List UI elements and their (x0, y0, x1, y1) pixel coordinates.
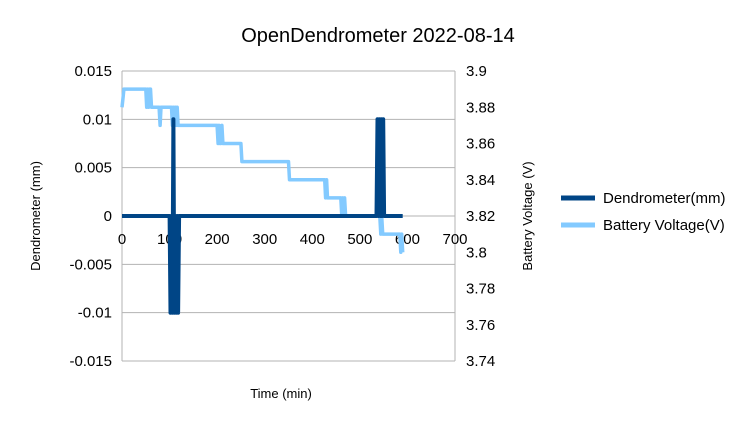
x-tick-label: 700 (442, 231, 467, 248)
y-tick-label: 0.015 (74, 63, 112, 80)
y2-tick-label: 3.82 (466, 208, 495, 225)
series-line-dendrometer (122, 117, 403, 315)
x-axis-title: Time (min) (250, 386, 312, 401)
series-group (120, 87, 405, 315)
x-tick-label: 200 (205, 231, 230, 248)
y2-axis-title: Battery Voltage (V) (520, 161, 535, 270)
legend-label-battery: Battery Voltage(V) (603, 217, 725, 234)
chart-title: OpenDendrometer 2022-08-14 (241, 25, 515, 47)
y2-axis-ticks: 3.9 3.88 3.86 3.84 3.82 3.8 3.78 3.76 3.74 (466, 63, 495, 370)
y2-tick-label: 3.8 (466, 244, 487, 261)
y2-tick-label: 3.84 (466, 172, 495, 189)
y-tick-label: -0.015 (69, 353, 112, 370)
y-axis-ticks: 0.015 0.01 0.005 0 -0.005 -0.01 -0.015 (69, 63, 112, 370)
y-axis-title: Dendrometer (mm) (28, 161, 43, 271)
y2-tick-label: 3.76 (466, 317, 495, 334)
y2-tick-label: 3.9 (466, 63, 487, 80)
series-line-battery (120, 87, 405, 255)
y2-tick-label: 3.86 (466, 136, 495, 153)
x-tick-label: 500 (347, 231, 372, 248)
x-tick-label: 300 (252, 231, 277, 248)
x-tick-label: 0 (118, 231, 126, 248)
x-tick-label: 400 (300, 231, 325, 248)
y-tick-label: 0.01 (83, 111, 112, 128)
legend: Dendrometer(mm) Battery Voltage(V) (561, 190, 726, 234)
legend-label-dendrometer: Dendrometer(mm) (603, 190, 726, 207)
y-tick-label: -0.005 (69, 256, 112, 273)
y2-tick-label: 3.74 (466, 353, 495, 370)
y-tick-label: 0 (104, 208, 112, 225)
y2-tick-label: 3.88 (466, 99, 495, 116)
y-tick-label: 0.005 (74, 160, 112, 177)
y-tick-label: -0.01 (78, 305, 112, 322)
y2-tick-label: 3.78 (466, 281, 495, 298)
